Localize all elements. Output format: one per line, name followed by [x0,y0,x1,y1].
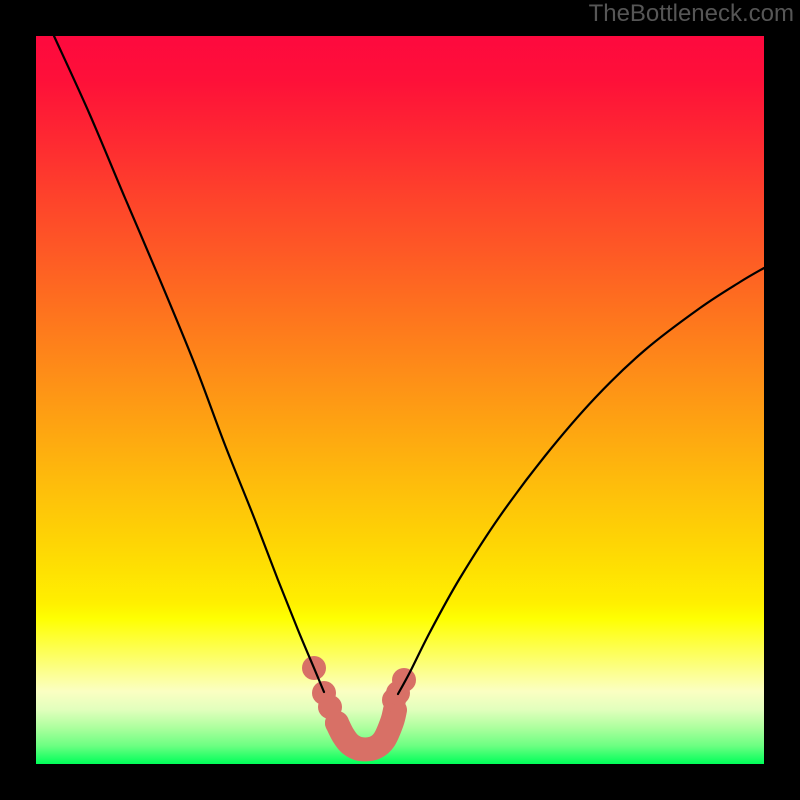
plot-background [36,36,764,764]
data-marker [392,668,416,692]
bottleneck-chart [0,0,800,800]
watermark-text: TheBottleneck.com [589,0,794,28]
data-marker [325,711,349,735]
